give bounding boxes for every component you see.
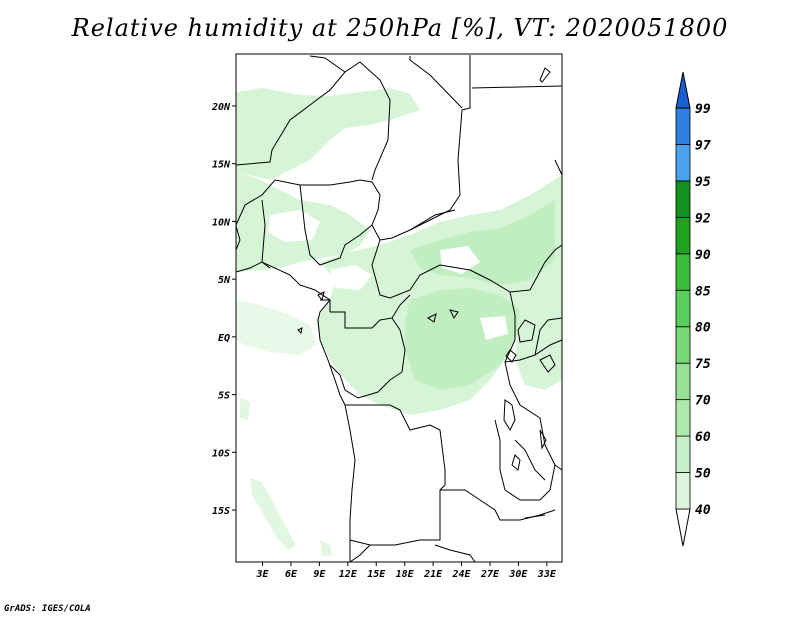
colorbar-label: 95 xyxy=(695,175,711,190)
lon-tick-label: 24E xyxy=(452,569,472,580)
lat-tick-label: 10S xyxy=(212,448,230,459)
colorbar-label: 50 xyxy=(695,467,711,482)
lon-tick-label: 30E xyxy=(508,569,528,580)
colorbar-bin xyxy=(675,472,691,510)
humidity-region xyxy=(250,478,296,550)
map-title: Relative humidity at 250hPa [%], VT: 202… xyxy=(71,14,729,42)
colorbar-bin xyxy=(675,362,691,401)
lon-tick-label: 21E xyxy=(423,569,443,580)
humidity-region xyxy=(236,88,420,180)
footer-credit: GrADS: IGES/COLA xyxy=(4,604,91,614)
longitude-ticks: 3E 6E 9E 12E 15E 18E 21E 24E 27E 30E 33E xyxy=(256,562,557,580)
colorbar-bin xyxy=(675,435,691,473)
lon-tick-label: 15E xyxy=(367,569,386,580)
colorbar-high-arrow xyxy=(675,71,691,109)
colorbar-label: 92 xyxy=(695,211,711,226)
colorbar-label: 90 xyxy=(695,248,711,263)
lat-tick-label: 15S xyxy=(212,506,230,517)
colorbar-label: 85 xyxy=(695,284,711,299)
latitude-ticks: 20N 15N 10N 5N EQ 5S 10S 15S xyxy=(211,102,236,517)
humidity-field xyxy=(236,88,562,556)
dry-pocket xyxy=(480,316,508,340)
colorbar-label: 40 xyxy=(695,503,711,518)
country-borders xyxy=(235,55,563,563)
humidity-region xyxy=(240,398,250,420)
colorbar-bin xyxy=(675,180,691,218)
lon-tick-label: 33E xyxy=(537,569,557,580)
colorbar-label: 75 xyxy=(695,357,711,372)
colorbar-low-arrow xyxy=(675,508,691,547)
dry-pocket xyxy=(268,210,320,242)
lon-tick-label: 27E xyxy=(480,569,500,580)
lat-tick-label: EQ xyxy=(218,333,230,344)
lon-tick-label: 6E xyxy=(285,569,298,580)
humidity-region xyxy=(320,540,332,556)
colorbar-bin xyxy=(675,399,691,437)
colorbar-bin xyxy=(675,326,691,364)
colorbar: 40 50 60 70 75 80 85 90 92 95 97 99 xyxy=(675,71,711,547)
colorbar-label: 99 xyxy=(695,102,711,117)
lat-tick-label: 5N xyxy=(218,275,231,286)
lat-tick-label: 20N xyxy=(211,102,231,113)
lat-tick-label: 5S xyxy=(218,391,230,402)
dry-pocket xyxy=(330,265,372,290)
colorbar-label: 70 xyxy=(695,394,711,409)
humidity-region xyxy=(405,288,520,390)
humidity-region xyxy=(515,300,562,390)
colorbar-bin xyxy=(675,289,691,328)
humidity-region xyxy=(236,300,316,355)
colorbar-label: 97 xyxy=(695,138,711,153)
lon-tick-label: 9E xyxy=(313,569,326,580)
colorbar-label: 60 xyxy=(695,430,711,445)
colorbar-label: 80 xyxy=(695,321,711,336)
lon-tick-label: 18E xyxy=(396,569,415,580)
colorbar-bin xyxy=(675,144,691,182)
colorbar-bin xyxy=(675,107,691,145)
lon-tick-label: 12E xyxy=(339,569,358,580)
colorbar-bin xyxy=(675,216,691,255)
lon-tick-label: 3E xyxy=(256,569,270,580)
lat-tick-label: 10N xyxy=(212,217,231,228)
lat-tick-label: 15N xyxy=(212,160,231,171)
map-frame xyxy=(235,53,563,563)
colorbar-bin xyxy=(675,253,691,291)
